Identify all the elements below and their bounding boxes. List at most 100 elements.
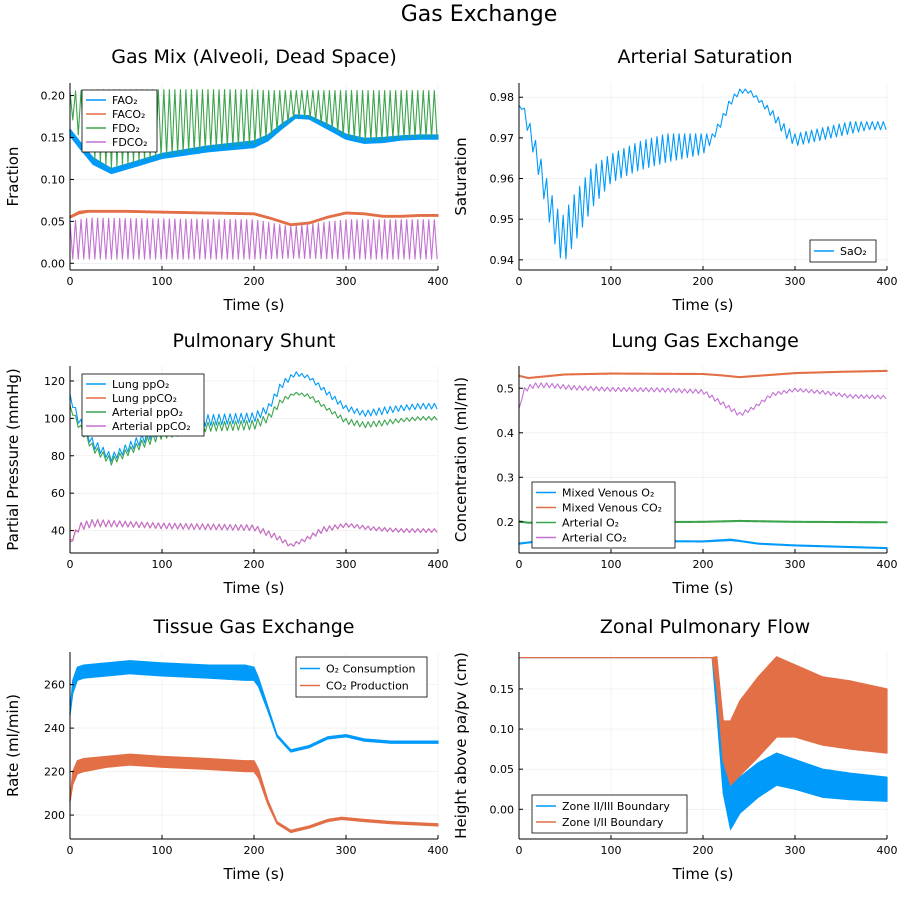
chart-panel-5: Tissue Gas Exchange 0 100 200 300 400 200 220 24… — [4, 616, 449, 883]
y-tick-label: 100 — [44, 412, 65, 425]
legend: Mixed Venous O₂ Mixed Venous CO₂ Arterial … — [531, 481, 676, 549]
panel-title: Arterial Saturation — [617, 46, 792, 68]
y-tick-label: 0.95 — [490, 213, 515, 226]
y-tick-label: 0.05 — [41, 215, 66, 228]
x-tick-label: 200 — [693, 275, 714, 288]
y-axis-label: Concentration (ml/ml) — [452, 377, 470, 542]
series-band — [69, 114, 439, 175]
legend-entry: SaO₂ — [840, 245, 867, 258]
series-line — [69, 519, 438, 547]
series-2 — [69, 209, 439, 227]
x-tick-label: 100 — [152, 558, 173, 571]
series-band — [69, 209, 439, 227]
x-tick-label: 300 — [336, 844, 357, 857]
y-tick-label: 0.05 — [490, 763, 515, 776]
x-tick-label: 400 — [428, 844, 449, 857]
x-tick-label: 100 — [601, 558, 622, 571]
x-axis-label: Time (s) — [223, 865, 285, 883]
series-band — [69, 660, 439, 753]
x-axis-label: Time (s) — [672, 865, 734, 883]
series-1 — [69, 114, 439, 175]
x-axis-label: Time (s) — [223, 296, 285, 314]
chart-panel-1: Gas Mix (Alveoli, Dead Space) 0 100 200 300 4… — [4, 46, 449, 314]
legend-box — [295, 656, 428, 698]
series-4 — [69, 217, 438, 260]
series-line — [518, 88, 887, 260]
series-line — [69, 391, 438, 466]
x-tick-label: 100 — [152, 275, 173, 288]
legend-entry: FAO₂ — [112, 94, 138, 107]
x-tick-label: 400 — [428, 275, 449, 288]
x-tick-label: 200 — [693, 844, 714, 857]
x-tick-label: 300 — [336, 275, 357, 288]
legend: O₂ Consumption CO₂ Production — [295, 656, 428, 698]
legend-entry: CO₂ Production — [326, 680, 409, 693]
y-axis-label: Fraction — [4, 147, 22, 207]
x-tick-label: 300 — [336, 558, 357, 571]
y-tick-label: 0.15 — [41, 132, 66, 145]
x-tick-label: 0 — [67, 844, 74, 857]
legend-box — [531, 794, 688, 834]
y-tick-label: 0.00 — [41, 257, 66, 270]
x-tick-label: 400 — [877, 275, 898, 288]
legend-entry: Mixed Venous O₂ — [562, 487, 654, 500]
x-tick-label: 200 — [244, 275, 265, 288]
x-tick-label: 100 — [601, 275, 622, 288]
y-tick-label: 0.97 — [490, 132, 515, 145]
series-3 — [69, 391, 438, 466]
y-tick-label: 0.00 — [490, 803, 515, 816]
y-axis-label: Rate (ml/min) — [4, 694, 22, 797]
x-tick-label: 200 — [244, 844, 265, 857]
legend-entry: Zone II/III Boundary — [562, 800, 670, 813]
series-line — [69, 519, 438, 547]
legend-entry: Arterial CO₂ — [562, 532, 627, 545]
legend: SaO₂ — [809, 239, 877, 263]
x-tick-label: 0 — [516, 275, 523, 288]
series-4 — [69, 519, 438, 547]
legend-entry: Zone I/II Boundary — [562, 816, 664, 829]
series-1 — [69, 660, 439, 753]
chart-panel-6: Zonal Pulmonary Flow 0 100 200 300 400 0.00 0.0… — [452, 616, 898, 883]
chart-panel-2: Arterial Saturation 0 100 200 300 400 0.94 0.95… — [452, 46, 898, 314]
series-2 — [69, 753, 439, 834]
x-tick-label: 200 — [244, 558, 265, 571]
x-tick-label: 0 — [67, 558, 74, 571]
x-tick-label: 100 — [601, 844, 622, 857]
y-tick-label: 0.2 — [497, 516, 515, 529]
series-4 — [518, 382, 887, 416]
y-tick-label: 0.10 — [41, 173, 66, 186]
y-tick-label: 80 — [51, 450, 65, 463]
x-tick-label: 300 — [785, 558, 806, 571]
series-band — [69, 753, 439, 834]
x-tick-label: 400 — [428, 558, 449, 571]
y-tick-label: 0.94 — [490, 254, 515, 267]
y-tick-label: 200 — [44, 809, 65, 822]
y-axis-label: Partial Pressure (mmHg) — [4, 368, 22, 550]
x-tick-label: 300 — [785, 844, 806, 857]
y-tick-label: 260 — [44, 679, 65, 692]
series-line — [69, 217, 438, 260]
y-tick-label: 0.96 — [490, 173, 515, 186]
panel-title: Tissue Gas Exchange — [152, 616, 354, 638]
chart-panel-4: Lung Gas Exchange 0 100 200 300 400 0.2 0.3 0.4 0… — [452, 330, 898, 597]
series-1 — [518, 88, 887, 260]
y-tick-label: 120 — [44, 375, 65, 388]
series-band — [518, 656, 888, 786]
y-tick-label: 0.20 — [41, 90, 66, 103]
x-axis-label: Time (s) — [223, 579, 285, 597]
x-axis-label: Time (s) — [672, 579, 734, 597]
legend-entry: Arterial O₂ — [562, 517, 619, 530]
y-tick-label: 0.10 — [490, 723, 515, 736]
legend-entry: FDCO₂ — [112, 136, 148, 149]
series-band — [518, 369, 888, 380]
series-2 — [518, 369, 888, 380]
legend-entry: FACO₂ — [112, 108, 145, 121]
series-2 — [69, 519, 438, 547]
x-tick-label: 0 — [516, 844, 523, 857]
series-line — [518, 382, 887, 416]
legend-entry: O₂ Consumption — [326, 663, 415, 676]
y-tick-label: 220 — [44, 766, 65, 779]
x-tick-label: 200 — [693, 558, 714, 571]
y-axis-label: Saturation — [452, 137, 470, 215]
